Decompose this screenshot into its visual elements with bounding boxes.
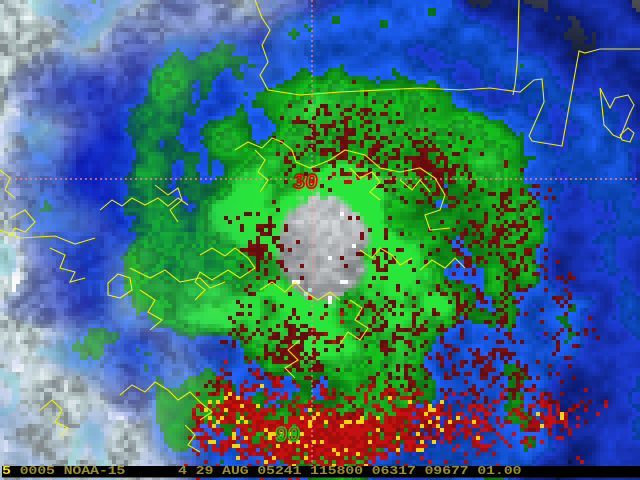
svg-text:90: 90 bbox=[274, 425, 301, 448]
svg-text:30: 30 bbox=[292, 172, 319, 195]
